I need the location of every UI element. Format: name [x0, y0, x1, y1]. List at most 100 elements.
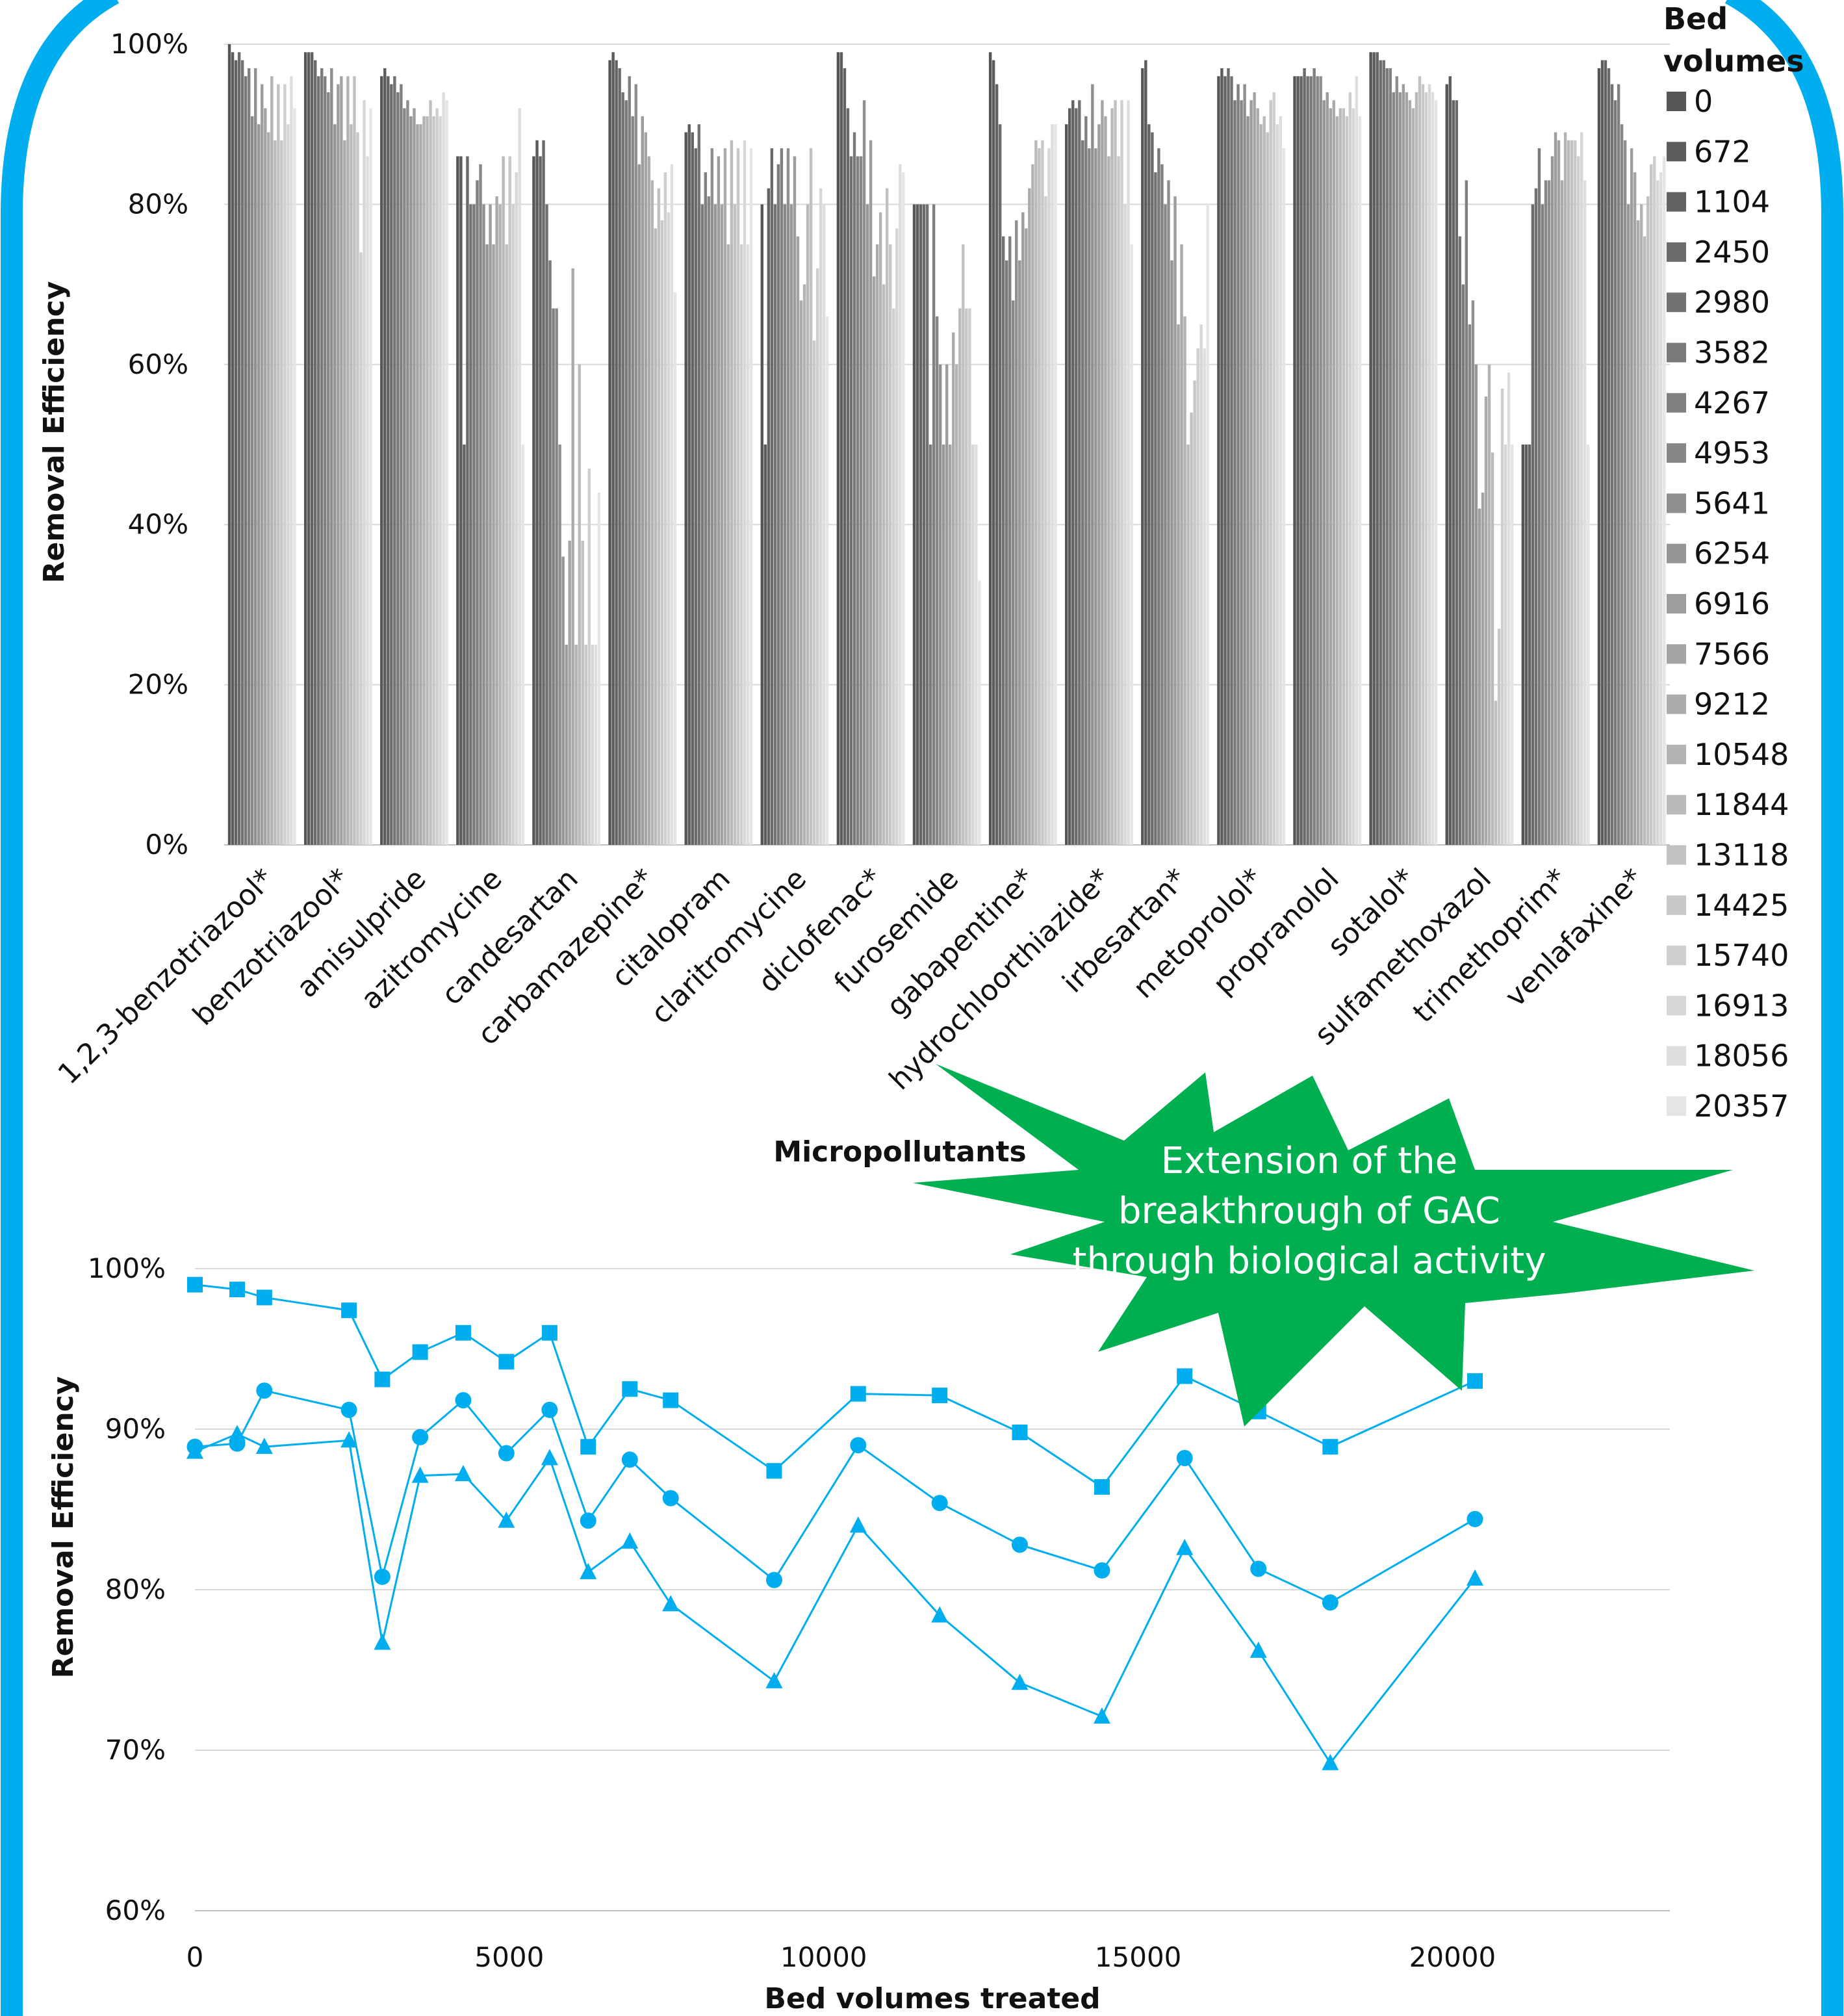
bar [892, 308, 895, 845]
bar [518, 108, 521, 845]
bar [1544, 180, 1548, 845]
starburst-shape [913, 1064, 1754, 1427]
bar [691, 132, 694, 845]
bar [400, 84, 403, 846]
bar [1659, 172, 1663, 845]
bar [1534, 188, 1538, 845]
bar [539, 156, 542, 846]
bar [1034, 140, 1038, 846]
legend-label: 4267 [1694, 385, 1770, 420]
bar [1141, 68, 1144, 846]
bar [435, 108, 439, 845]
legend-label: 20357 [1694, 1089, 1789, 1124]
legend-swatch [1667, 142, 1686, 162]
bar [1282, 148, 1286, 845]
bar [1510, 445, 1514, 845]
bar [733, 204, 737, 845]
bar [548, 260, 552, 845]
circle-marker [412, 1428, 429, 1445]
bar [280, 140, 283, 846]
bar [1164, 204, 1167, 845]
bar [1256, 108, 1259, 845]
bar [1206, 204, 1209, 845]
legend-swatch [1667, 342, 1686, 363]
bar [1147, 124, 1151, 846]
square-marker [455, 1325, 471, 1341]
bar [1325, 92, 1329, 845]
bar [637, 164, 641, 845]
triangle-marker [454, 1465, 472, 1482]
bar [1223, 76, 1227, 845]
bar [1481, 492, 1485, 845]
bar [469, 204, 472, 845]
bar [730, 140, 734, 846]
legend-label: 672 [1694, 134, 1751, 169]
bar [445, 100, 448, 846]
circle-marker [765, 1571, 782, 1588]
bar [419, 124, 422, 846]
bar [776, 164, 780, 845]
bar [1094, 148, 1097, 845]
bar [1233, 100, 1236, 846]
bar [1402, 84, 1405, 846]
bar [307, 52, 311, 846]
bar [736, 148, 740, 845]
square-marker [1322, 1439, 1338, 1455]
bar [670, 164, 674, 845]
bar [932, 204, 936, 845]
bar [244, 76, 248, 845]
bar [1293, 76, 1296, 845]
legend-title-line-1: Bed [1663, 1, 1728, 36]
triangle-marker [1093, 1707, 1110, 1724]
bar [561, 556, 565, 845]
bar [1117, 156, 1120, 846]
square-marker [541, 1325, 557, 1341]
bar [1180, 244, 1183, 845]
bar-x-axis-title: Micropollutants [773, 1135, 1026, 1169]
bar [878, 212, 882, 846]
bar [1230, 76, 1233, 845]
bar [746, 244, 750, 845]
bar [875, 244, 879, 845]
triangle-marker [765, 1672, 783, 1688]
legend-label: 3582 [1694, 335, 1770, 370]
bar [1051, 124, 1054, 846]
bar [958, 308, 962, 845]
bar [1478, 508, 1481, 845]
bar [416, 124, 419, 846]
bar [1405, 92, 1409, 845]
bar [1246, 116, 1249, 845]
bar [1382, 60, 1385, 845]
line-y-tick-label: 80% [105, 1573, 166, 1605]
bar [1025, 228, 1028, 845]
bar [482, 204, 485, 845]
bar [581, 540, 584, 845]
bar [1434, 100, 1438, 846]
bar [511, 204, 515, 845]
bar [1428, 84, 1431, 846]
bar [1583, 180, 1587, 845]
circle-marker [455, 1392, 472, 1409]
bar [1316, 76, 1319, 845]
bar [971, 445, 975, 845]
bar [1580, 132, 1583, 845]
bar [836, 52, 840, 846]
bar [628, 76, 631, 845]
bar [310, 52, 314, 846]
bar [393, 76, 396, 845]
legend-swatch [1667, 493, 1686, 513]
bar [1541, 204, 1544, 845]
bar [1455, 100, 1459, 846]
bar [1322, 100, 1325, 846]
bar [1484, 396, 1488, 845]
bar [1021, 212, 1025, 846]
bar [489, 204, 492, 845]
bar [935, 316, 939, 845]
bar [1607, 68, 1611, 846]
bar [1047, 148, 1051, 845]
bar-y-tick-label: 100% [110, 28, 188, 60]
square-marker [412, 1344, 428, 1360]
bar [383, 68, 387, 846]
bar [442, 92, 445, 845]
bar [1491, 452, 1494, 845]
